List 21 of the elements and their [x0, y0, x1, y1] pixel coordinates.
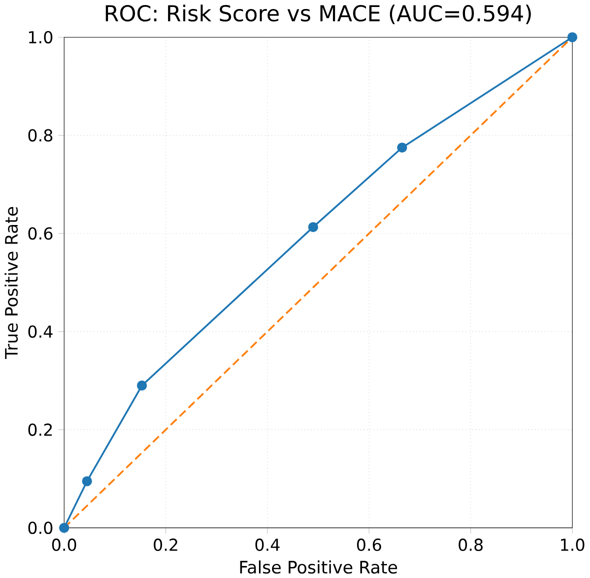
- point: [59, 522, 70, 533]
- y-tick-label: 0.4: [28, 325, 53, 338]
- x-axis-title: False Positive Rate: [240, 560, 398, 574]
- x-tick-label: 1.0: [561, 538, 584, 551]
- x-tick-label: 0.4: [255, 538, 280, 551]
- point: [397, 142, 408, 152]
- point: [82, 476, 92, 486]
- point: [308, 222, 318, 232]
- chart-title: ROC: Risk Score vs MACE (AUC=0.594): [106, 4, 531, 24]
- x-tick-label: 0.2: [154, 538, 178, 551]
- y-tick-label: 0.8: [28, 128, 52, 142]
- y-tick-label: 1.0: [29, 30, 52, 44]
- x-tick-label: 0.8: [458, 538, 483, 551]
- point: [136, 380, 147, 390]
- x-tick-label: 0.6: [357, 538, 382, 551]
- y-axis-title: True Positive Rate: [4, 206, 18, 359]
- y-tick-label: 0.2: [28, 423, 52, 436]
- y-tick-label: 0.0: [28, 521, 52, 534]
- x-tick-label: 0.0: [52, 538, 76, 551]
- point: [567, 32, 578, 42]
- y-tick-label: 0.6: [28, 227, 52, 240]
